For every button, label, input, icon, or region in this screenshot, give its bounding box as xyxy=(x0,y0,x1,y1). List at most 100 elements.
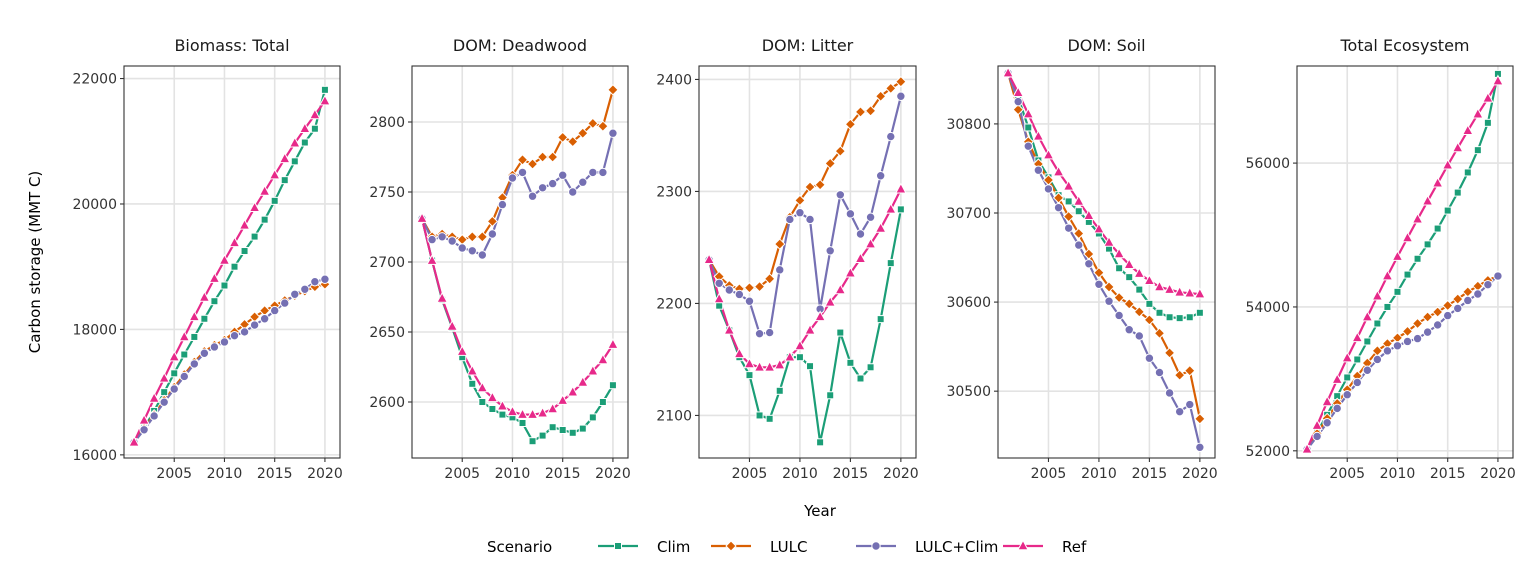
panel-border xyxy=(1296,65,1514,459)
panel-dom-deadwood: DOM: Deadwood 2005 2010 2015 2020 2600 2650 270… xyxy=(369,36,630,482)
x-tick-label: 2015 xyxy=(257,466,293,482)
data-point-clim xyxy=(745,371,754,380)
data-point-lulc-clim xyxy=(1392,341,1403,351)
panel-title: DOM: Soil xyxy=(1067,36,1145,55)
data-point-ref xyxy=(824,295,837,307)
data-point-lulc xyxy=(1421,311,1434,323)
data-point-ref xyxy=(1451,141,1464,153)
data-point-lulc-clim xyxy=(159,397,169,407)
data-point-ref xyxy=(278,152,291,164)
data-point-lulc xyxy=(567,135,579,148)
data-point-lulc xyxy=(516,154,529,166)
y-axis-label: Carbon storage (MMT C) xyxy=(26,171,44,354)
data-point-lulc xyxy=(854,106,867,118)
data-point-lulc xyxy=(466,231,478,243)
data-point-lulc xyxy=(1062,210,1075,223)
data-point-lulc xyxy=(1411,317,1424,330)
data-point-lulc-clim xyxy=(1372,354,1383,365)
data-point-lulc xyxy=(814,179,826,191)
data-point-ref xyxy=(794,339,806,351)
data-point-clim xyxy=(210,297,219,306)
data-point-ref xyxy=(208,272,221,283)
data-point-lulc xyxy=(794,194,806,207)
data-point-clim xyxy=(1195,308,1204,317)
data-point-clim xyxy=(1473,146,1482,155)
data-point-clim xyxy=(1343,373,1352,382)
data-point-lulc-clim xyxy=(219,337,230,347)
data-point-lulc-clim xyxy=(865,212,876,222)
data-point-ref xyxy=(456,345,469,356)
data-point-ref xyxy=(1022,107,1035,119)
y-tick-label: 18000 xyxy=(72,322,117,338)
data-point-ref xyxy=(587,364,599,376)
data-point-clim xyxy=(320,85,329,94)
data-point-ref xyxy=(1194,287,1206,299)
data-point-clim xyxy=(1463,168,1472,177)
data-point-ref xyxy=(864,237,877,249)
data-point-ref xyxy=(743,357,756,369)
data-point-clim xyxy=(806,362,815,371)
data-point-ref xyxy=(268,168,281,180)
data-point-clim xyxy=(1185,313,1194,322)
data-point-ref xyxy=(763,360,776,372)
data-point-clim xyxy=(478,398,487,406)
legend-title: Scenario xyxy=(487,538,552,556)
y-tick-label: 52000 xyxy=(1245,444,1290,460)
data-point-ref xyxy=(753,360,766,372)
data-point-clim xyxy=(876,315,885,324)
y-tick-label: 30500 xyxy=(946,384,991,400)
data-point-lulc-clim xyxy=(1154,367,1165,378)
data-point-clim xyxy=(290,157,299,166)
data-point-lulc-clim xyxy=(1493,271,1503,281)
data-point-lulc xyxy=(753,280,766,293)
data-point-lulc-clim xyxy=(764,327,775,338)
data-point-clim xyxy=(1393,287,1402,296)
legend-key-marker xyxy=(871,541,881,551)
data-point-lulc xyxy=(1163,347,1176,359)
y-tick-label: 54000 xyxy=(1245,300,1290,316)
data-point-lulc-clim xyxy=(229,330,240,341)
y-tick-label: 2400 xyxy=(656,72,692,88)
x-tick-label: 2020 xyxy=(307,466,343,482)
data-point-ref xyxy=(258,184,271,196)
data-point-ref xyxy=(486,391,499,403)
data-point-lulc-clim xyxy=(537,183,548,193)
x-tick-label: 2010 xyxy=(1081,466,1117,482)
data-point-lulc-clim xyxy=(457,243,467,253)
data-point-ref xyxy=(1351,331,1364,343)
data-point-ref xyxy=(426,254,438,265)
data-point-clim xyxy=(230,262,239,271)
data-point-ref xyxy=(844,266,857,278)
data-point-lulc-clim xyxy=(578,177,588,187)
data-point-ref xyxy=(1123,258,1136,269)
data-point-lulc xyxy=(804,181,816,193)
data-point-ref xyxy=(1411,212,1424,224)
data-point-ref xyxy=(128,435,140,447)
data-point-lulc xyxy=(1012,103,1024,116)
legend-item-lulc: LULC xyxy=(711,538,807,556)
y-tick-label: 56000 xyxy=(1245,156,1290,172)
data-point-lulc xyxy=(1073,227,1085,240)
data-point-lulc-clim xyxy=(239,327,250,337)
data-point-ref xyxy=(597,353,609,365)
data-point-lulc-clim xyxy=(149,411,159,421)
data-point-lulc-clim xyxy=(209,342,220,352)
y-tick-label: 2300 xyxy=(656,184,692,200)
data-point-clim xyxy=(1135,285,1144,294)
data-point-ref xyxy=(319,94,331,106)
data-point-ref xyxy=(506,405,519,417)
data-point-clim xyxy=(1064,197,1073,206)
legend-key-marker xyxy=(725,540,737,552)
data-point-lulc-clim xyxy=(310,277,320,287)
data-point-lulc-clim xyxy=(1094,279,1104,289)
data-point-ref xyxy=(874,221,887,233)
data-point-ref xyxy=(1311,419,1323,430)
x-tick-label: 2005 xyxy=(156,466,192,482)
data-point-lulc-clim xyxy=(1174,406,1185,417)
data-point-lulc-clim xyxy=(785,214,795,225)
data-point-ref xyxy=(138,413,150,425)
data-point-lulc-clim xyxy=(249,320,260,330)
y-tick-label: 20000 xyxy=(72,197,117,213)
data-point-clim xyxy=(548,423,557,432)
data-point-ref xyxy=(1032,129,1045,141)
